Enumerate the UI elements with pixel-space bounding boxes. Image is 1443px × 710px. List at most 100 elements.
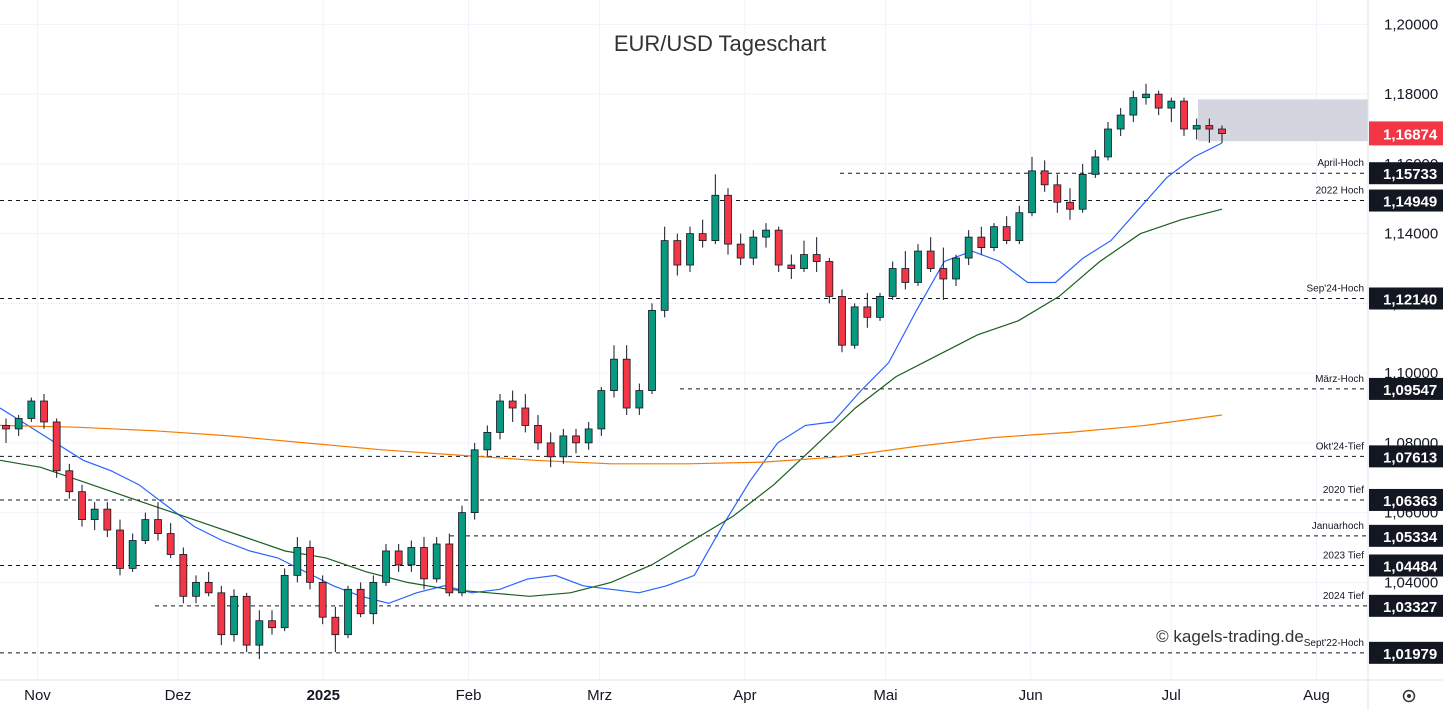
level-price-badge	[1369, 287, 1443, 310]
horizontal-levels: April-Hoch 2022 Hoch Sep'24-Hoch März-Hoch O…	[0, 158, 1368, 654]
chart-title: EUR/USD Tageschart	[614, 31, 826, 56]
candle-body	[344, 588, 352, 636]
candle-body	[787, 264, 796, 269]
watermark: © kagels-trading.de	[1156, 627, 1304, 646]
candle-body	[1104, 128, 1112, 158]
candle-body	[800, 254, 808, 269]
candle-body	[331, 616, 340, 636]
level-price-badge	[1369, 445, 1443, 468]
candle-body	[914, 250, 922, 283]
candle-body	[698, 233, 707, 242]
time-tick-label: Apr	[733, 687, 756, 704]
candle-body	[1028, 170, 1036, 214]
price-tick-label: 1,14000	[1384, 226, 1438, 243]
candle-body	[1002, 226, 1011, 242]
candle-body	[407, 547, 416, 566]
time-tick-label: Nov	[24, 687, 51, 704]
level-price-label: 1,05334	[1383, 529, 1438, 546]
level-price-label: 1,06363	[1383, 493, 1437, 510]
candle-body	[306, 547, 314, 583]
candle-body	[470, 449, 479, 514]
level-price-badge	[1369, 189, 1443, 212]
current-price-label: 1,16874	[1383, 126, 1438, 143]
candle-body	[78, 491, 86, 520]
gear-icon[interactable]	[1402, 689, 1416, 703]
candle-body	[774, 229, 783, 266]
level-price-label: 1,07613	[1383, 449, 1437, 466]
candle-body	[217, 592, 226, 636]
time-tick-label: Mai	[873, 687, 897, 704]
level-name-label: 2022 Hoch	[1316, 186, 1364, 197]
candle-body	[838, 296, 846, 346]
candle-body	[901, 268, 910, 283]
time-axis[interactable]: Nov Dez 2025 Feb Mrz Apr Mai Jun Jul Aug	[0, 679, 1443, 704]
candle-body	[534, 425, 542, 444]
level-price-label: 1,03327	[1383, 599, 1437, 616]
candle-body	[1078, 173, 1087, 210]
time-tick-label: Dez	[165, 687, 192, 704]
time-tick-label: Aug	[1303, 687, 1330, 704]
level-name-label: 2024 Tief	[1323, 591, 1364, 602]
candle-body	[242, 595, 251, 646]
time-tick-label: Jul	[1162, 687, 1181, 704]
candle-body	[445, 543, 454, 594]
level-price-label: 1,14949	[1383, 194, 1437, 211]
moving-average-line	[0, 208, 1223, 597]
candle-body	[1142, 93, 1150, 99]
candle-body	[673, 240, 682, 266]
candle-body	[1091, 156, 1100, 175]
price-tick-label: 1,18000	[1384, 86, 1438, 103]
candle-body	[280, 574, 289, 629]
candle-body	[1015, 212, 1024, 242]
candle-body	[268, 620, 276, 629]
price-tick-label: 1,10000	[1384, 365, 1438, 382]
candle-body	[686, 233, 694, 266]
price-tick-label: 1,04000	[1384, 574, 1438, 591]
candle-body	[1167, 100, 1176, 109]
time-tick-label: Jun	[1019, 687, 1043, 704]
candle-body	[2, 425, 10, 430]
candle-body	[888, 268, 897, 297]
price-axis[interactable]: 1,200001,180001,160001,140001,120001,100…	[1367, 0, 1443, 710]
candle-body	[1180, 100, 1188, 130]
candle-body	[154, 519, 162, 534]
candle-body	[394, 550, 403, 566]
candle-body	[559, 435, 568, 458]
level-price-label: 1,01979	[1383, 646, 1437, 663]
level-price-badge	[1369, 641, 1443, 664]
candle-body	[939, 268, 948, 280]
candle-body	[952, 257, 960, 280]
candle-body	[926, 250, 935, 269]
resistance-zone-rect	[1198, 99, 1368, 142]
candle-body	[1116, 114, 1125, 130]
candle-body	[584, 428, 593, 444]
candle-body	[964, 236, 973, 259]
candle-body	[458, 512, 466, 594]
candle-body	[749, 236, 758, 259]
candle-body	[27, 400, 36, 419]
level-name-label: Sep'24-Hoch	[1307, 284, 1365, 295]
level-price-badge	[1369, 488, 1443, 511]
candle-body	[230, 595, 238, 636]
level-price-label: 1,12140	[1383, 292, 1437, 309]
level-name-label: 2023 Tief	[1323, 550, 1364, 561]
candle-body	[546, 442, 555, 458]
candle-body	[825, 261, 834, 297]
candle-body	[179, 554, 188, 597]
candle-body	[65, 470, 74, 493]
candle-body	[990, 226, 998, 248]
candle-body	[128, 540, 137, 569]
candle-body	[1040, 170, 1049, 186]
candle-body	[52, 421, 61, 472]
level-name-label: Sept'22-Hoch	[1304, 638, 1364, 649]
candle-body	[293, 547, 302, 576]
candle-body	[521, 407, 530, 426]
candle-body	[762, 229, 770, 238]
time-tick-label: Feb	[456, 687, 482, 704]
level-price-badge	[1369, 594, 1443, 617]
candle-body	[572, 435, 580, 444]
candle-body	[635, 390, 644, 409]
level-name-label: Januarhoch	[1312, 521, 1364, 532]
candle-body	[420, 547, 428, 580]
